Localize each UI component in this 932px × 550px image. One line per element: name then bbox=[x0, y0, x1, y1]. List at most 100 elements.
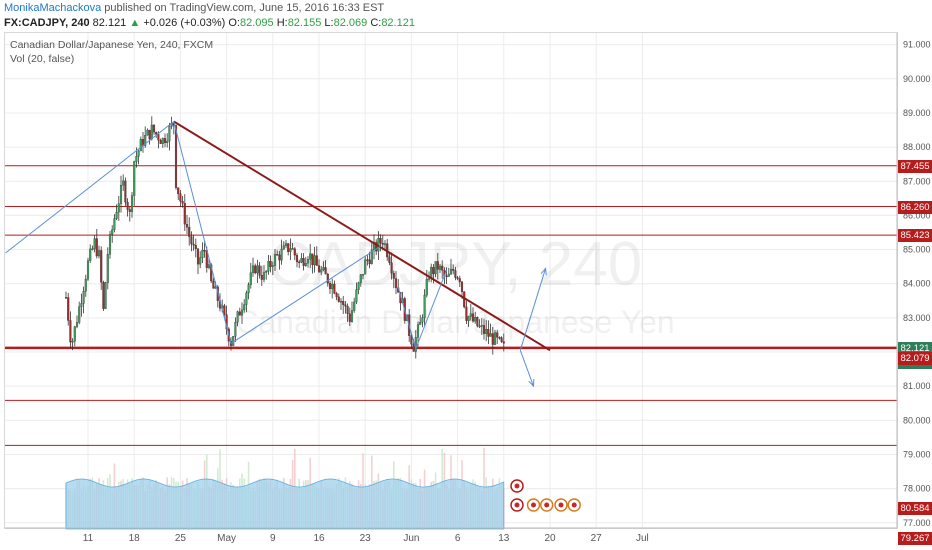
candle-body bbox=[445, 275, 448, 278]
projection-line bbox=[5, 121, 175, 254]
projection-line bbox=[415, 269, 448, 349]
author-link[interactable]: MonikaMachackova bbox=[4, 2, 102, 14]
time-tick-label: 13 bbox=[498, 533, 510, 544]
candle-body bbox=[64, 297, 68, 299]
candle-body bbox=[474, 317, 477, 322]
candle-body bbox=[410, 335, 413, 345]
candle-body bbox=[152, 124, 156, 133]
candle-body bbox=[284, 243, 288, 246]
candle-body bbox=[258, 265, 261, 276]
candle-body bbox=[245, 292, 248, 305]
candle-body bbox=[201, 250, 204, 258]
candle-body bbox=[502, 341, 505, 344]
candle-body bbox=[491, 333, 494, 345]
arrow-down-scenario-head bbox=[528, 379, 535, 388]
symbol-watermark: CADJPY, 240 Canadian Dollar/Japanese Yen bbox=[235, 230, 674, 340]
series-legend: Canadian Dollar/Japanese Yen, 240, FXCM bbox=[10, 39, 214, 51]
candle-body bbox=[293, 248, 296, 256]
low-value: 82.069 bbox=[333, 17, 368, 29]
candle-body bbox=[423, 294, 426, 318]
candle-body bbox=[159, 140, 162, 144]
triangle-upper-trendline bbox=[173, 120, 551, 352]
candle-body bbox=[174, 125, 178, 188]
candle-body bbox=[260, 275, 263, 280]
candle-body bbox=[126, 202, 129, 210]
price-tick-label: 86.000 bbox=[903, 210, 931, 220]
candle-body bbox=[427, 278, 431, 280]
candle-body bbox=[273, 254, 277, 266]
candle-body bbox=[306, 259, 310, 264]
time-tick-label: 9 bbox=[270, 533, 276, 544]
candle-body bbox=[489, 333, 492, 337]
chart-header: MonikaMachackova published on TradingVie… bbox=[0, 0, 932, 32]
candle-body bbox=[67, 297, 70, 321]
event-markers bbox=[510, 479, 581, 512]
time-tick-label: 16 bbox=[313, 533, 325, 544]
candle-body bbox=[458, 278, 461, 283]
publish-info: MonikaMachackova published on TradingVie… bbox=[4, 2, 384, 14]
event-flag-dot bbox=[558, 502, 564, 508]
candle-body bbox=[361, 274, 365, 276]
candle-body bbox=[311, 253, 314, 266]
price-tick-label: 77.000 bbox=[903, 518, 931, 528]
candle-body bbox=[366, 259, 369, 261]
candle-body bbox=[381, 243, 384, 245]
candle-body bbox=[71, 341, 74, 343]
candle-body bbox=[339, 301, 343, 303]
time-tick-label: May bbox=[217, 533, 236, 544]
candle-body bbox=[487, 329, 490, 337]
candle-body bbox=[333, 283, 336, 294]
candle-body bbox=[379, 238, 382, 244]
candle-body bbox=[364, 259, 367, 275]
price-tick-label: 81.000 bbox=[903, 381, 931, 391]
candle-body bbox=[295, 255, 299, 263]
candle-body bbox=[355, 289, 358, 303]
time-tick-label: Jul bbox=[636, 533, 649, 544]
candle-body bbox=[78, 306, 81, 323]
candle-body bbox=[291, 248, 294, 250]
candle-body bbox=[93, 238, 96, 249]
candle-body bbox=[192, 243, 195, 246]
candle-body bbox=[375, 242, 378, 252]
candle-body bbox=[298, 261, 301, 264]
candle-body bbox=[84, 278, 87, 292]
candle-body bbox=[113, 218, 116, 230]
candle-body bbox=[302, 258, 305, 266]
candle-body bbox=[456, 277, 459, 279]
candle-body bbox=[350, 310, 354, 322]
time-tick-label: 18 bbox=[129, 533, 141, 544]
time-tick-label: 25 bbox=[175, 533, 187, 544]
candle-body bbox=[91, 248, 94, 250]
candle-body bbox=[425, 278, 428, 296]
time-tick-label: 11 bbox=[83, 533, 94, 544]
candle-body bbox=[146, 129, 149, 136]
candle-body bbox=[86, 260, 90, 280]
candle-body bbox=[421, 317, 424, 323]
watermark-symbol: CADJPY, 240 bbox=[268, 230, 643, 299]
candle-body bbox=[353, 301, 356, 311]
candle-body bbox=[111, 229, 114, 235]
candle-body bbox=[243, 304, 246, 311]
candle-body bbox=[249, 272, 252, 285]
candle-body bbox=[346, 305, 349, 314]
candle-body bbox=[104, 282, 107, 309]
open-value: 82.095 bbox=[239, 17, 274, 29]
candle-body bbox=[324, 267, 327, 275]
candle-body bbox=[247, 284, 250, 294]
candle-body bbox=[100, 250, 103, 283]
change-value: +0.026 (+0.03%) bbox=[143, 17, 226, 29]
price-tick-label: 80.000 bbox=[903, 415, 931, 425]
candle-body bbox=[326, 273, 329, 284]
candle-body bbox=[188, 226, 191, 237]
arrow-up-scenario bbox=[519, 268, 547, 351]
candle-body bbox=[416, 324, 420, 338]
candle-body bbox=[150, 124, 153, 140]
candle-body bbox=[236, 311, 239, 323]
candle-body bbox=[95, 238, 98, 257]
candle-body bbox=[289, 248, 292, 252]
price-tag: 87.455 bbox=[898, 159, 932, 173]
candle-body bbox=[432, 267, 435, 275]
candle-body bbox=[155, 132, 158, 135]
candle-body bbox=[240, 309, 244, 316]
